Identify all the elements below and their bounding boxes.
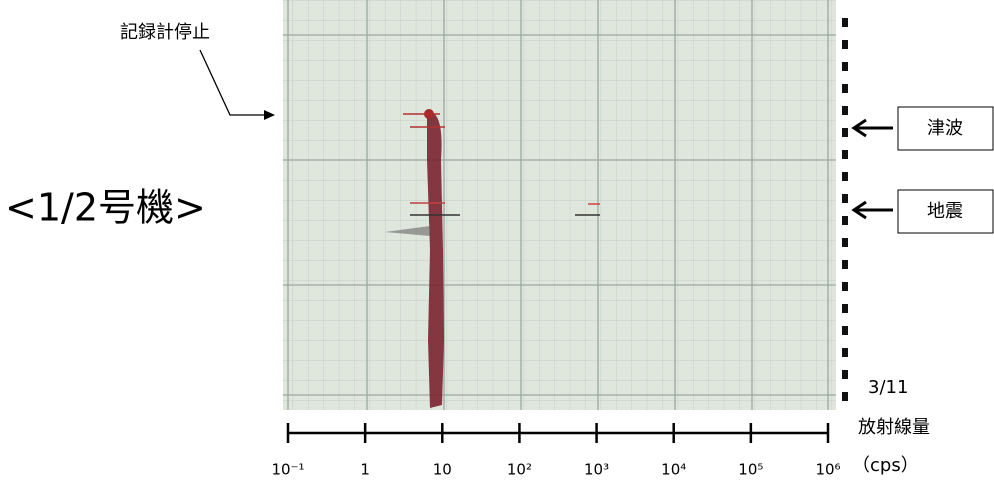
edge-mark xyxy=(842,282,848,291)
tsunami-label: 津波 xyxy=(927,118,963,139)
edge-mark xyxy=(842,392,848,401)
edge-mark xyxy=(842,106,848,115)
edge-mark xyxy=(842,18,848,27)
log-scale: 10⁻¹ 1 10 10² 10³ 10⁴ 10⁵ 10⁶ xyxy=(271,423,841,479)
edge-mark xyxy=(842,260,848,269)
edge-mark xyxy=(842,128,848,137)
earthquake-arrow xyxy=(851,200,893,220)
scale-tick-label: 10³ xyxy=(584,461,609,479)
edge-mark xyxy=(842,84,848,93)
date-label: 3/11 xyxy=(868,377,908,398)
tsunami-box xyxy=(897,106,994,151)
edge-mark xyxy=(842,326,848,335)
arrow-head xyxy=(264,110,275,120)
edge-mark xyxy=(842,370,848,379)
scale-tick-label: 10⁵ xyxy=(738,461,763,479)
edge-mark xyxy=(842,238,848,247)
edge-mark xyxy=(842,194,848,203)
unit-cps-label: （cps） xyxy=(852,455,919,476)
edge-mark xyxy=(842,216,848,225)
scale-tick-label: 10⁶ xyxy=(815,461,840,479)
tsunami-arrow xyxy=(851,118,893,138)
scale-tick-label: 10⁻¹ xyxy=(271,461,304,479)
chart-paper-edge xyxy=(842,18,848,401)
recorder-stop-label: 記録計停止 xyxy=(120,22,210,43)
scale-tick-label: 10⁴ xyxy=(661,461,686,479)
unit-label: <1/2号機> xyxy=(5,186,206,230)
earthquake-box xyxy=(897,189,994,234)
edge-mark xyxy=(842,150,848,159)
recorder-chart-photo xyxy=(283,0,836,410)
scale-tick-label: 1 xyxy=(360,461,370,479)
quantity-label: 放射線量 xyxy=(858,417,930,438)
pointer-line xyxy=(199,49,268,116)
scale-tick-label: 10² xyxy=(507,461,532,479)
edge-mark xyxy=(842,172,848,181)
edge-mark xyxy=(842,40,848,49)
edge-mark xyxy=(842,348,848,357)
edge-mark xyxy=(842,62,848,71)
earthquake-label: 地震 xyxy=(927,201,963,222)
scale-tick-label: 10 xyxy=(433,461,452,479)
edge-mark xyxy=(842,304,848,313)
